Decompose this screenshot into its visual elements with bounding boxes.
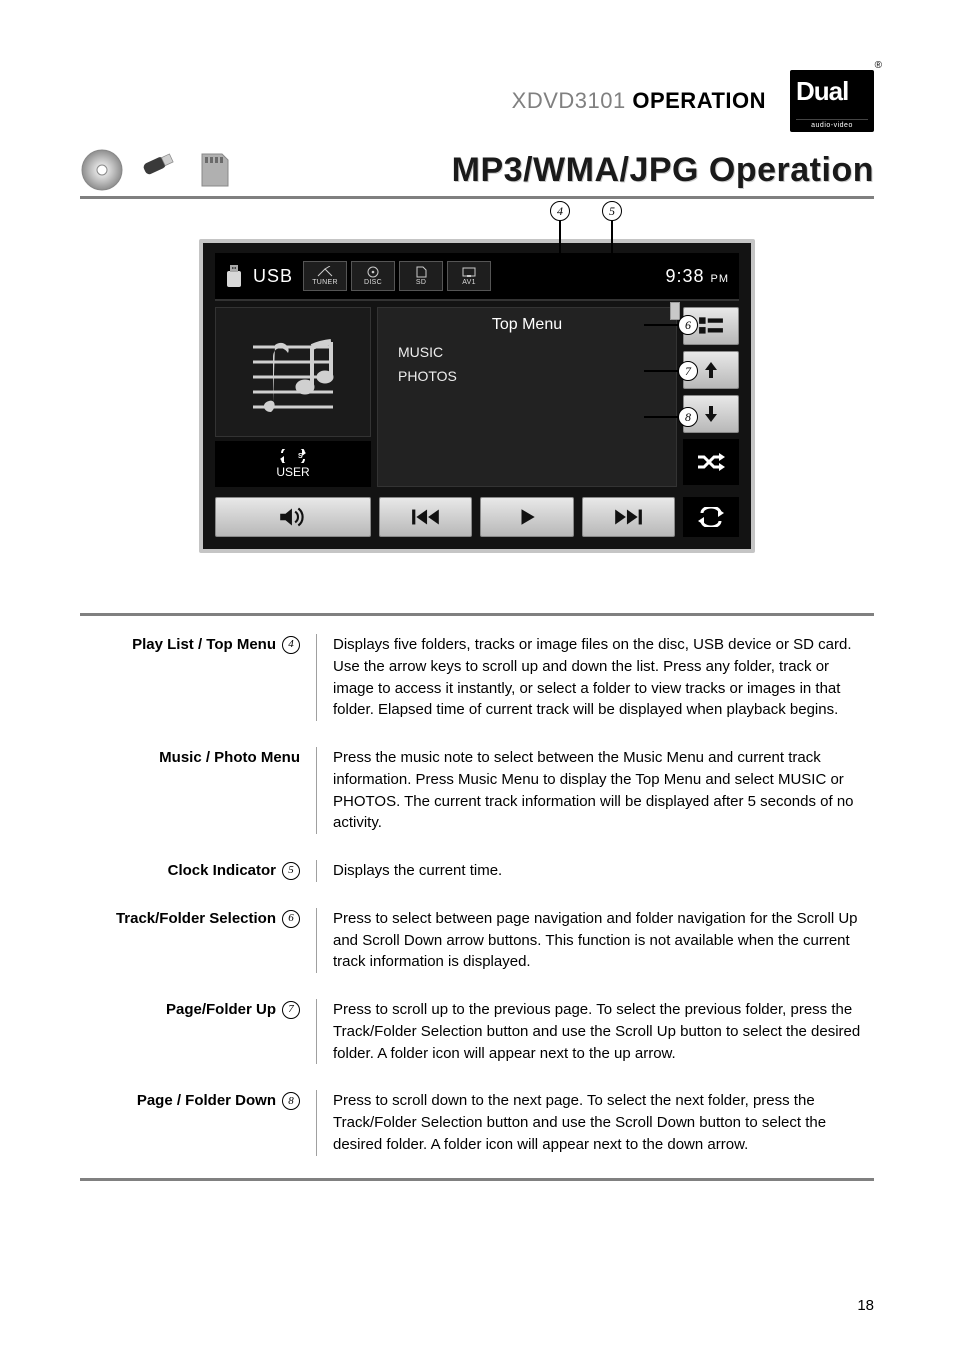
sd-card-icon	[192, 148, 236, 192]
speaker-icon	[277, 506, 309, 528]
arrow-up-icon	[701, 360, 721, 380]
row-body: Press to scroll down to the next page. T…	[333, 1090, 874, 1155]
description-table: Play List / Top Menu4 Displays five fold…	[80, 613, 874, 1181]
ref-circle-8: 8	[282, 1092, 300, 1110]
device-topbar: USB TUNER DISC SD	[215, 253, 739, 301]
page-header: XDVD3101 OPERATION ® Dual audio-video	[80, 70, 874, 132]
registered-mark: ®	[875, 60, 882, 71]
row-body: Displays five folders, tracks or image f…	[333, 634, 874, 721]
divider	[316, 1090, 317, 1155]
repeat-tile[interactable]	[683, 497, 739, 537]
divider	[316, 908, 317, 973]
src-label: AV1	[462, 279, 476, 286]
model-number: XDVD3101	[512, 88, 626, 113]
callout-circle-5: 5	[602, 201, 622, 221]
track-folder-select-button[interactable]	[683, 307, 739, 345]
ref-circle-5: 5	[282, 862, 300, 880]
usb-stick-icon	[136, 148, 180, 192]
section-header-row: MP3/WMA/JPG Operation	[80, 148, 874, 199]
ref-circle-4: 4	[282, 636, 300, 654]
av1-button[interactable]: AV1	[447, 261, 491, 291]
src-label: SD	[416, 279, 426, 286]
row-label: Clock Indicator5	[80, 860, 300, 882]
operation-word: OPERATION	[632, 88, 766, 113]
list-item[interactable]: MUSIC	[390, 340, 664, 364]
row-body: Press to scroll up to the previous page.…	[333, 999, 874, 1064]
prev-button[interactable]	[379, 497, 472, 537]
logo-sub-text: audio-video	[796, 119, 868, 129]
page-number: 18	[857, 1297, 874, 1314]
album-art	[215, 307, 371, 437]
disc-icon	[80, 148, 124, 192]
row-body: Displays the current time.	[333, 860, 874, 882]
device-mid: S USER Top Menu MUSIC PHOTOS	[215, 307, 739, 487]
skip-back-icon	[410, 506, 442, 528]
source-chip: USB	[223, 263, 293, 289]
play-button[interactable]	[480, 497, 573, 537]
list-item[interactable]: PHOTOS	[390, 364, 664, 388]
row-label: Track/Folder Selection6	[80, 908, 300, 973]
row-label: Music / Photo Menu	[80, 747, 300, 834]
clock-time: 9:38	[665, 266, 704, 286]
shuffle-tile[interactable]	[683, 439, 739, 485]
sd-button[interactable]: SD	[399, 261, 443, 291]
user-eq-box[interactable]: S USER	[215, 441, 371, 487]
operation-title: XDVD3101 OPERATION	[512, 88, 766, 114]
callout-circle-4: 4	[550, 201, 570, 221]
device-screen: USB TUNER DISC SD	[199, 239, 755, 553]
usb-mini-icon	[223, 263, 245, 289]
row-label: Play List / Top Menu4	[80, 634, 300, 721]
art-column: S USER	[215, 307, 371, 487]
row-label: Page / Folder Down8	[80, 1090, 300, 1155]
row-body: Press to select between page navigation …	[333, 908, 874, 973]
divider	[316, 860, 317, 882]
device-figure: USB TUNER DISC SD	[80, 239, 874, 553]
src-label: TUNER	[312, 279, 338, 286]
shuffle-icon	[696, 452, 726, 472]
repeat-icon	[696, 507, 726, 527]
media-icons	[80, 148, 236, 192]
playlist-panel[interactable]: Top Menu MUSIC PHOTOS	[377, 307, 677, 487]
src-label: DISC	[364, 279, 382, 286]
skip-forward-icon	[612, 506, 644, 528]
scrollbar-nub[interactable]	[670, 302, 680, 320]
svg-text:S: S	[298, 453, 303, 460]
brand-logo: ® Dual audio-video	[790, 70, 874, 132]
music-notes-icon	[233, 317, 353, 427]
ref-circle-7: 7	[282, 1001, 300, 1019]
play-icon	[516, 506, 538, 528]
eq-cycle-icon: S	[278, 449, 308, 463]
right-button-column	[683, 307, 739, 487]
section-title: MP3/WMA/JPG Operation	[452, 151, 874, 190]
row-label: Page/Folder Up7	[80, 999, 300, 1064]
tuner-button[interactable]: TUNER	[303, 261, 347, 291]
page-up-button[interactable]	[683, 351, 739, 389]
list-header: Top Menu	[390, 316, 664, 334]
page-down-button[interactable]	[683, 395, 739, 433]
user-label: USER	[276, 465, 309, 479]
ref-circle-6: 6	[282, 910, 300, 928]
divider	[316, 747, 317, 834]
transport-bar	[215, 497, 739, 537]
clock-display: 9:38 PM	[665, 266, 729, 287]
clock-suffix: PM	[711, 273, 730, 285]
divider	[316, 634, 317, 721]
list-grid-icon	[698, 316, 724, 336]
source-label: USB	[253, 266, 293, 287]
mute-button[interactable]	[215, 497, 371, 537]
divider	[316, 999, 317, 1064]
next-button[interactable]	[582, 497, 675, 537]
logo-main-text: Dual	[796, 74, 868, 104]
disc-button[interactable]: DISC	[351, 261, 395, 291]
arrow-down-icon	[701, 404, 721, 424]
row-body: Press the music note to select between t…	[333, 747, 874, 834]
source-buttons: TUNER DISC SD AV1	[303, 261, 491, 291]
